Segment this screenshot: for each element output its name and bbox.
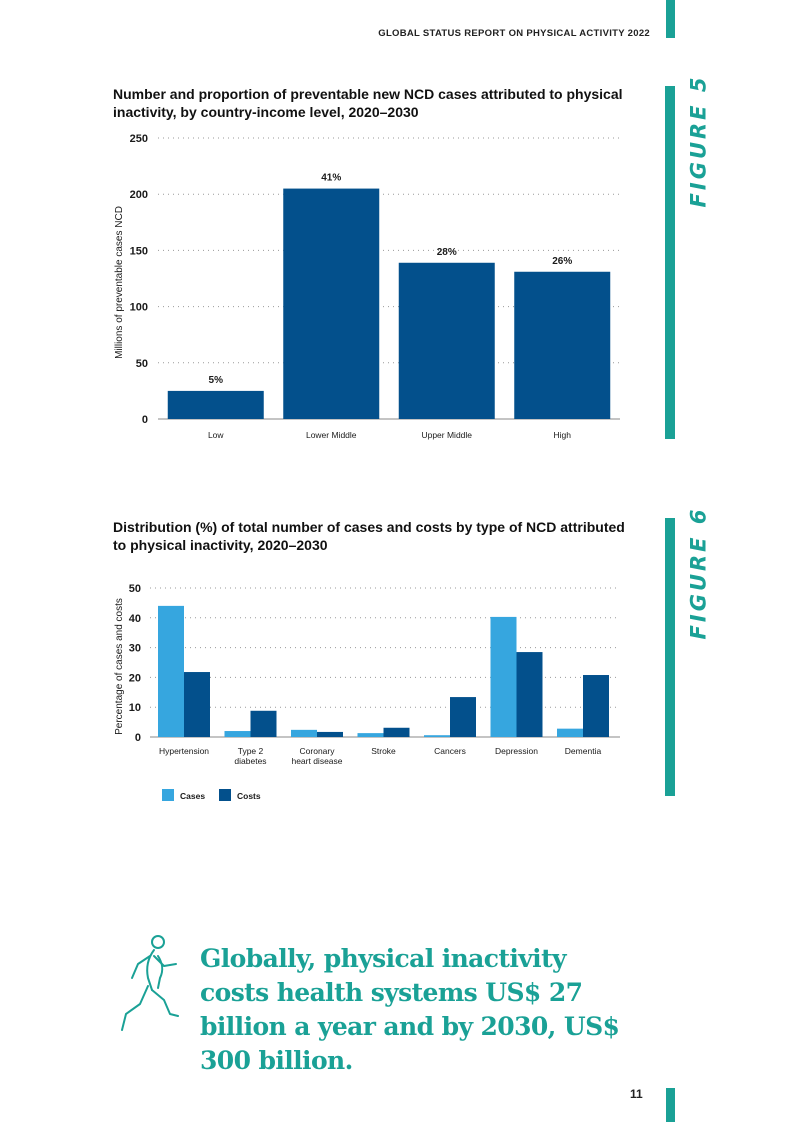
chart2-x-tick: Coronary [300, 746, 336, 756]
chart1-bar [514, 271, 611, 419]
chart2-bar-cases [291, 729, 317, 737]
report-title: GLOBAL STATUS REPORT ON PHYSICAL ACTIVIT… [378, 28, 650, 39]
chart1-y-tick: 0 [142, 414, 148, 426]
chart2-legend-label: Cases [180, 791, 205, 801]
chart2-bar-cases [490, 616, 517, 737]
figure-5-label: FIGURE 5 [686, 74, 711, 208]
chart1-x-tick: Upper Middle [421, 430, 472, 440]
chart2-y-tick: 20 [129, 672, 141, 684]
chart1-data-label: 26% [552, 256, 572, 267]
header-accent-bar [666, 0, 675, 38]
chart2-bar-cases [158, 605, 184, 737]
chart1-y-tick: 100 [130, 302, 148, 314]
page-number: 11 [630, 1087, 643, 1101]
chart2-x-tick: Type 2 [238, 746, 264, 756]
chart2-bar-costs [383, 727, 410, 737]
chart1-x-tick: Low [208, 430, 224, 440]
footer-accent-bar [666, 1088, 675, 1122]
chart1-x-tick: Lower Middle [306, 430, 357, 440]
chart2-x-tick: Dementia [565, 746, 602, 756]
chart2-x-tick: Depression [495, 746, 538, 756]
chart2-y-tick: 0 [135, 732, 141, 744]
chart2-legend-swatch [219, 789, 231, 801]
chart2-y-tick: 30 [129, 643, 141, 655]
chart2-legend-label: Costs [237, 791, 261, 801]
chart2-y-tick: 10 [129, 702, 141, 714]
chart2-bar-cases [424, 735, 450, 737]
chart2-title: Distribution (%) of total number of case… [113, 519, 625, 553]
figure-6-label: FIGURE 6 [686, 506, 711, 640]
chart1-title: Number and proportion of preventable new… [113, 86, 623, 120]
chart2-bar-costs [450, 697, 476, 737]
chart1-y-label: Millions of preventable cases NCD [114, 206, 125, 359]
chart2-x-tick: Hypertension [159, 746, 209, 756]
chart2-bar-costs [583, 675, 609, 737]
chart1-data-label: 28% [437, 247, 457, 258]
chart2-bar-costs [317, 731, 343, 737]
chart1-y-tick: 200 [130, 189, 148, 201]
chart2-bar-cases [224, 731, 251, 737]
chart2-y-tick: 50 [129, 583, 141, 595]
chart1-bar [398, 262, 495, 419]
chart2-x-tick: Cancers [434, 746, 466, 756]
chart1-y-tick: 150 [130, 245, 148, 257]
chart2-y-tick: 40 [129, 613, 141, 625]
chart1-bar [283, 188, 380, 419]
chart1-bar [167, 390, 264, 419]
chart2-bar-costs [250, 710, 277, 737]
chart2-legend-swatch [162, 789, 174, 801]
callout-quote: Globally, physical inactivity costs heal… [200, 944, 620, 1075]
chart2-bar-cases [557, 728, 583, 737]
chart1-y-tick: 50 [136, 358, 148, 370]
chart2-x-tick: diabetes [234, 756, 266, 766]
chart2-y-label: Percentage of cases and costs [114, 598, 125, 735]
chart1-x-tick: High [554, 430, 572, 440]
chart2-x-tick: heart disease [291, 756, 342, 766]
chart2-bar-costs [516, 652, 543, 737]
figure-6-side-bar [665, 518, 675, 796]
chart1-data-label: 41% [321, 173, 341, 184]
chart2-x-tick: Stroke [371, 746, 396, 756]
runner-icon [121, 935, 179, 1031]
chart1-y-tick: 250 [130, 133, 148, 145]
chart1-data-label: 5% [209, 375, 224, 386]
chart2-bar-costs [184, 672, 210, 737]
figure-5-side-bar [665, 86, 675, 439]
chart2-bar-cases [357, 733, 384, 737]
